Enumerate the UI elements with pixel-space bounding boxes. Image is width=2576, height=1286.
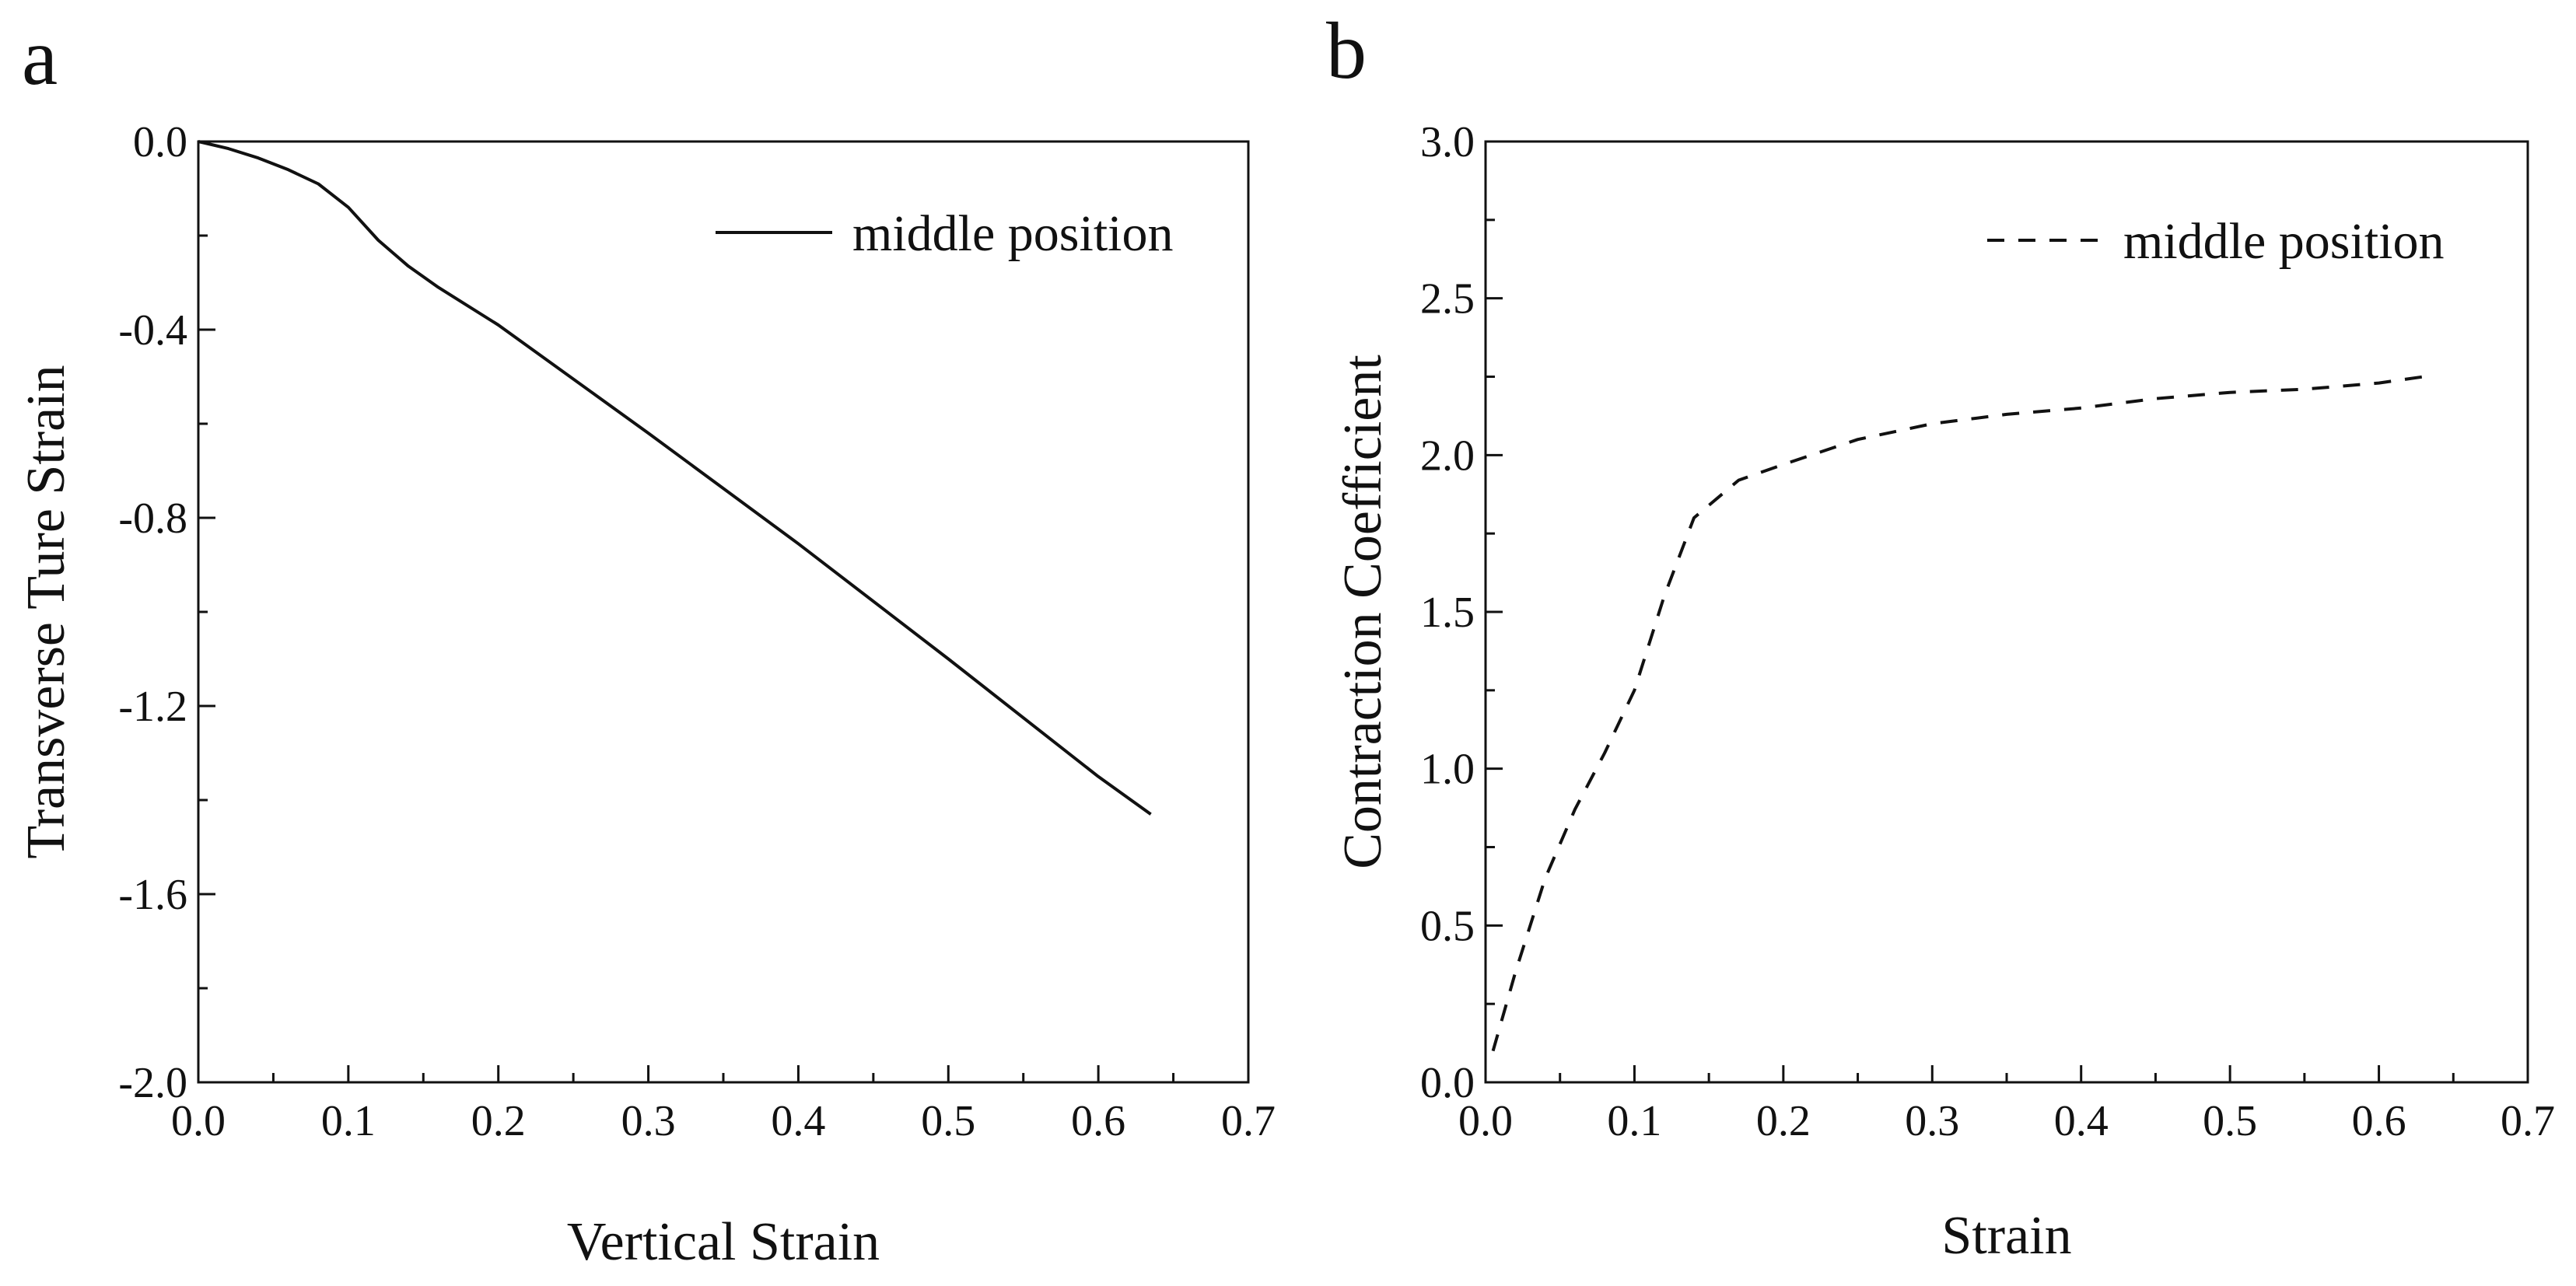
panel-b-x-tick-label: 0.0 <box>1458 1097 1513 1145</box>
panel-a-legend: middle position <box>716 205 1174 262</box>
panel-a-y-tick-label: -0.8 <box>118 494 187 543</box>
panel-b-x-tick-label: 0.6 <box>2352 1097 2406 1145</box>
panel-b-y-tick-label: 3.0 <box>1420 118 1475 166</box>
panel-b-legend-label: middle position <box>2123 213 2445 270</box>
panel-a-x-tick-label: 0.6 <box>1071 1097 1125 1145</box>
panel-a-x-tick-label: 0.1 <box>321 1097 376 1145</box>
panel-b-series-group <box>1491 375 2424 1052</box>
panel-b-x-tick-label: 0.4 <box>2054 1097 2109 1145</box>
panel-b-x-tick-label: 0.3 <box>1905 1097 1959 1145</box>
panel-a-x-axis-title: Vertical Strain <box>567 1212 880 1272</box>
panel-b-y-tick-label: 1.5 <box>1420 589 1475 637</box>
panel-a-y-tick-label: -1.6 <box>118 871 187 919</box>
panel-a-x-tick-label: 0.4 <box>771 1097 825 1145</box>
panel-a-y-tick-label: 0.0 <box>133 118 187 166</box>
panel-a-x-tick-label: 0.3 <box>621 1097 676 1145</box>
panel-a-plot-frame <box>197 140 1250 1084</box>
panel-b-series-line <box>1491 375 2424 1052</box>
panel-b-letter: b <box>1326 6 1367 96</box>
panel-a-x-axis: 0.0 0.1 0.2 0.3 0.4 0.5 0.6 0.7 <box>171 1065 1276 1145</box>
panel-a-series-line <box>198 140 1152 816</box>
panel-a-y-tick-label: -2.0 <box>118 1059 187 1107</box>
panel-a-legend-label: middle position <box>852 205 1174 262</box>
panel-b-y-tick-label: 0.0 <box>1420 1059 1475 1107</box>
panel-b-y-tick-label: 2.0 <box>1420 432 1475 480</box>
panel-b-x-axis-title: Strain <box>1941 1206 2071 1266</box>
panel-a-y-axis-title: Transverse Ture Strain <box>16 365 76 858</box>
panel-b-y-tick-label: 2.5 <box>1420 275 1475 323</box>
panel-a-y-tick-label: -0.4 <box>118 306 187 355</box>
panel-a-x-tick-label: 0.0 <box>171 1097 226 1145</box>
panel-a-y-tick-label: -1.2 <box>118 683 187 731</box>
panel-b-y-axis-title: Contraction Coefficient <box>1333 355 1393 869</box>
panel-a-x-tick-label: 0.5 <box>921 1097 975 1145</box>
panel-b-x-axis: 0.0 0.1 0.2 0.3 0.4 0.5 0.6 0.7 <box>1458 1065 2555 1145</box>
panel-a-x-tick-label: 0.7 <box>1221 1097 1276 1145</box>
panel-b-y-tick-label: 1.0 <box>1420 746 1475 794</box>
panel-b-x-tick-label: 0.2 <box>1756 1097 1811 1145</box>
panel-b-legend: middle position <box>1987 213 2445 270</box>
panel-a-series-group <box>198 140 1152 816</box>
panel-b-y-tick-label: 0.5 <box>1420 902 1475 950</box>
panel-a-x-tick-label: 0.2 <box>471 1097 526 1145</box>
panel-b-x-tick-label: 0.7 <box>2501 1097 2555 1145</box>
panel-b-y-axis: 0.0 0.5 1.0 1.5 2.0 2.5 3.0 <box>1420 118 1503 1107</box>
panel-a-letter: a <box>22 12 58 102</box>
panel-b-x-tick-label: 0.1 <box>1607 1097 1661 1145</box>
panel-b-plot-frame <box>1484 140 2529 1084</box>
panel-a: a 0.0 0.1 0.2 0.3 0.4 0.5 0.6 0.7 0.0 -0.4 -0.8 -1… <box>16 12 1276 1272</box>
panel-b-x-tick-label: 0.5 <box>2203 1097 2257 1145</box>
panel-a-y-axis: 0.0 -0.4 -0.8 -1.2 -1.6 -2.0 <box>118 118 215 1107</box>
panel-b: b 0.0 0.1 0.2 0.3 0.4 0.5 0.6 0.7 0.0 0.5 1.0 1.5 2… <box>1326 6 2555 1266</box>
